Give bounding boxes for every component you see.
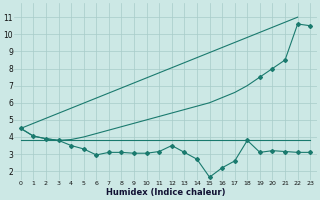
- X-axis label: Humidex (Indice chaleur): Humidex (Indice chaleur): [106, 188, 225, 197]
